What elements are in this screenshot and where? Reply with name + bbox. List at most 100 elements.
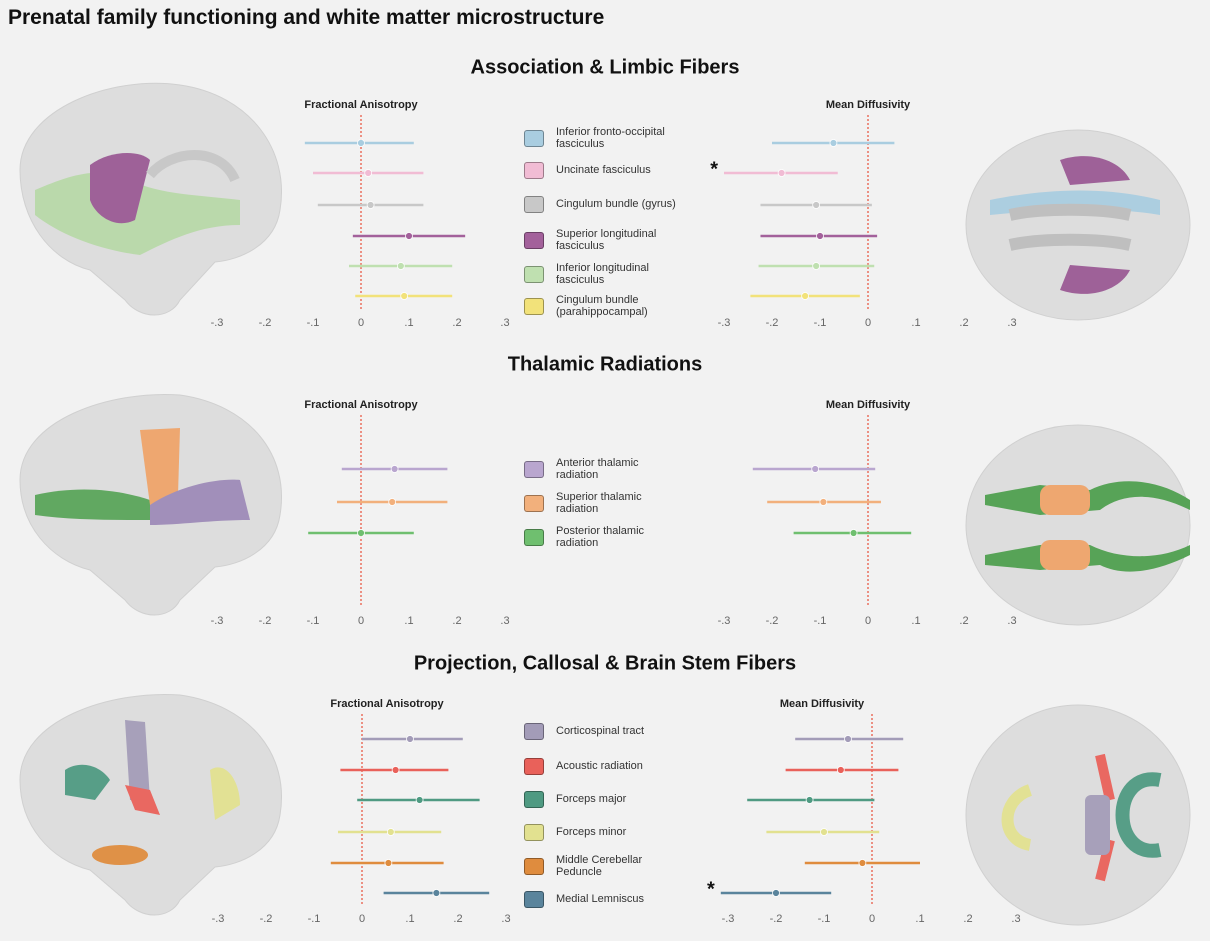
estimate-point	[777, 169, 786, 177]
legend-item: Cingulum bundle (parahippocampal)	[524, 294, 694, 318]
estimate-point	[405, 232, 413, 240]
x-tick-label: .1	[911, 615, 920, 627]
tract-shape	[35, 489, 150, 520]
tract-shape	[1040, 485, 1090, 515]
legend-item: Forceps minor	[524, 820, 694, 844]
estimate-point	[357, 529, 365, 537]
estimate-point	[829, 139, 838, 147]
x-tick-label: -.1	[307, 317, 320, 329]
legend-item: Posterior thalamic radiation	[524, 525, 694, 549]
x-tick-label: -.1	[814, 317, 827, 329]
panel-title: Fractional Anisotropy	[304, 99, 418, 111]
legend-swatch	[524, 528, 544, 546]
x-tick-label: -.3	[718, 615, 731, 627]
tract-shape	[1001, 784, 1033, 851]
x-tick-label: 0	[359, 913, 365, 925]
x-tick-label: -.2	[260, 913, 273, 925]
legend-label: Inferior longitudinal fasciculus	[556, 262, 649, 286]
legend-item: Cingulum bundle (gyrus)	[524, 192, 694, 216]
tract-shape	[1008, 203, 1132, 251]
legend-label: Cingulum bundle (parahippocampal)	[556, 294, 648, 318]
legend-swatch	[524, 231, 544, 249]
legend-item: Anterior thalamic radiation	[524, 457, 694, 481]
x-tick-label: -.1	[307, 615, 320, 627]
estimate-point	[357, 139, 365, 147]
estimate-point	[772, 889, 780, 897]
x-tick-label: .3	[500, 317, 509, 329]
tract-shape	[92, 845, 148, 865]
legend-swatch	[524, 195, 544, 213]
tract-shape	[35, 172, 240, 255]
x-tick-label: 0	[358, 317, 364, 329]
estimate-point	[812, 262, 821, 270]
legend-label: Anterior thalamic radiation	[556, 457, 639, 481]
legend-label: Forceps major	[556, 793, 627, 805]
estimate-point	[836, 766, 845, 774]
legend-item: Medial Lemniscus	[524, 887, 694, 911]
section-title: Association & Limbic Fibers	[471, 56, 740, 78]
estimate-point	[816, 232, 824, 240]
figure-title: Prenatal family functioning and white ma…	[8, 6, 605, 29]
estimate-point	[391, 766, 400, 774]
x-tick-label: .1	[404, 317, 413, 329]
estimate-point	[388, 498, 397, 506]
legend-swatch	[524, 494, 544, 512]
legend-label: Cingulum bundle (gyrus)	[556, 198, 676, 210]
legend-swatch	[524, 790, 544, 808]
x-tick-label: .2	[959, 615, 968, 627]
legend-swatch	[524, 297, 544, 315]
x-tick-label: .2	[452, 317, 461, 329]
estimate-point	[805, 796, 814, 804]
legend-swatch	[524, 823, 544, 841]
legend-item: Inferior longitudinal fasciculus	[524, 262, 694, 286]
x-tick-label: -.3	[722, 913, 735, 925]
legend-item: Inferior fronto-occipital fasciculus	[524, 126, 694, 150]
legend-label: Posterior thalamic radiation	[556, 525, 645, 549]
x-tick-label: .1	[911, 317, 920, 329]
x-tick-label: -.3	[211, 317, 224, 329]
x-tick-label: .2	[453, 913, 462, 925]
tract-shape	[146, 150, 240, 183]
estimate-point	[364, 169, 373, 177]
panel-title: Mean Diffusivity	[780, 698, 865, 710]
significance-marker: *	[710, 158, 718, 180]
x-tick-label: -.3	[211, 615, 224, 627]
estimate-point	[400, 292, 409, 300]
estimate-point	[390, 465, 399, 473]
estimate-point	[811, 465, 820, 473]
legend-item: Corticospinal tract	[524, 719, 694, 743]
significance-marker: *	[707, 878, 715, 900]
x-tick-label: -.2	[259, 615, 272, 627]
tract-shape	[90, 153, 150, 224]
legend-swatch	[524, 757, 544, 775]
estimate-point	[415, 796, 424, 804]
legend-swatch	[524, 161, 544, 179]
legend-label: Middle Cerebellar Peduncle	[556, 854, 643, 878]
tract-shape	[210, 767, 240, 820]
brain-illustrations	[19, 82, 1191, 926]
estimate-point	[384, 859, 393, 867]
legend-label: Corticospinal tract	[556, 725, 645, 737]
tract-shape	[125, 720, 150, 800]
legend-swatch	[524, 129, 544, 147]
legend-swatch	[524, 857, 544, 875]
legend-item: Superior thalamic radiation	[524, 491, 694, 515]
estimate-point	[819, 498, 828, 506]
legend-label: Medial Lemniscus	[556, 893, 645, 905]
x-tick-label: -.2	[766, 615, 779, 627]
x-tick-label: .2	[963, 913, 972, 925]
x-tick-label: 0	[869, 913, 875, 925]
tract-shape	[1115, 772, 1162, 858]
brain-axial	[965, 424, 1191, 626]
x-tick-label: 0	[865, 317, 871, 329]
panel-title: Fractional Anisotropy	[304, 399, 418, 411]
legend-swatch	[524, 265, 544, 283]
x-tick-label: .3	[501, 913, 510, 925]
tract-shape	[1060, 156, 1130, 185]
x-tick-label: -.3	[212, 913, 225, 925]
tract-shape	[140, 428, 180, 505]
legend-label: Superior longitudinal fasciculus	[556, 228, 657, 252]
tract-shape	[125, 785, 160, 815]
legend-item: Forceps major	[524, 787, 694, 811]
estimate-point	[406, 735, 414, 743]
